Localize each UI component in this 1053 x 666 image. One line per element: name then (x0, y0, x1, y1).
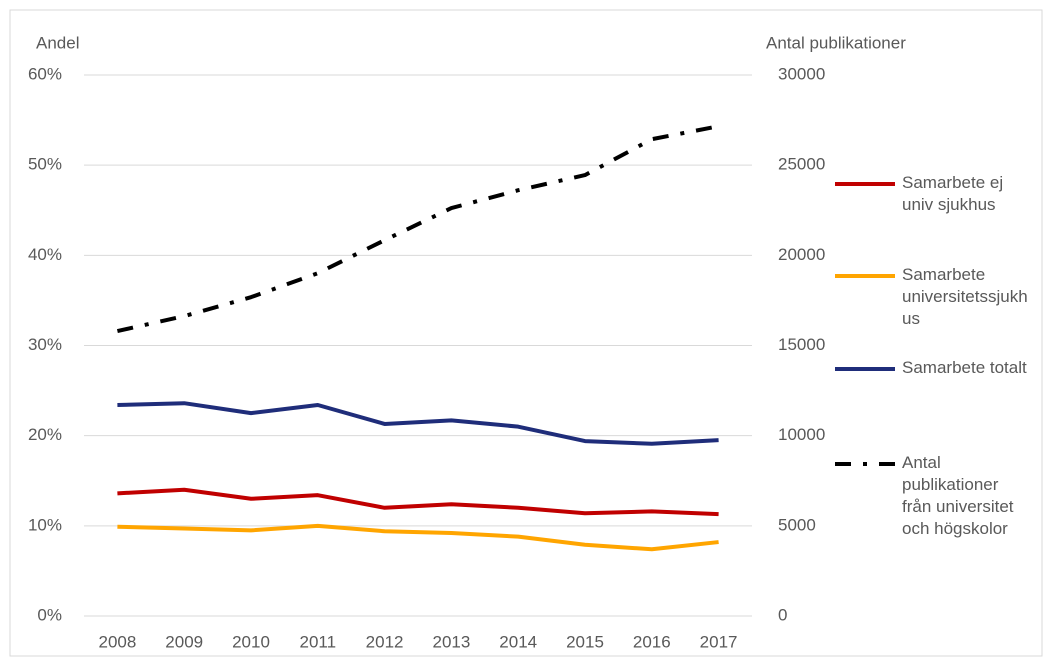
legend-label: Antal publikationer från universitet och… (902, 453, 1014, 538)
x-tick-label: 2012 (366, 632, 404, 651)
x-tick-label: 2009 (165, 632, 203, 651)
x-tick-label: 2017 (700, 632, 738, 651)
legend-label: Samarbete totalt (902, 358, 1027, 377)
y2-tick-label: 20000 (778, 245, 825, 264)
y-tick-label: 20% (28, 425, 62, 444)
x-tick-label: 2010 (232, 632, 270, 651)
y-tick-label: 50% (28, 155, 62, 174)
legend-swatch (835, 274, 895, 278)
y2-tick-label: 30000 (778, 64, 825, 83)
legend-swatch (835, 367, 895, 371)
y2-tick-label: 25000 (778, 155, 825, 174)
series-line (117, 523, 719, 552)
chart-border (9, 9, 1043, 657)
y2-tick-label: 5000 (778, 515, 816, 534)
y2-tick-label: 10000 (778, 425, 825, 444)
y2-tick-label: 15000 (778, 335, 825, 354)
y-tick-label: 30% (28, 335, 62, 354)
y2-axis-title: Antal publikationer (766, 33, 906, 52)
x-tick-label: 2015 (566, 632, 604, 651)
legend-swatch (835, 462, 895, 466)
x-tick-label: 2016 (633, 632, 671, 651)
y-axis-title: Andel (36, 33, 79, 52)
x-tick-label: 2014 (499, 632, 537, 651)
x-tick-label: 2011 (300, 632, 337, 651)
legend-label: Samarbete ej univ sjukhus (902, 173, 1004, 214)
legend-label: Samarbete universitetssjukhus (902, 265, 1028, 328)
y-tick-label: 40% (28, 245, 62, 264)
legend-swatch (835, 182, 895, 186)
y-tick-label: 10% (28, 515, 62, 534)
x-tick-label: 2008 (98, 632, 136, 651)
series-line (117, 487, 719, 517)
x-tick-label: 2013 (432, 632, 470, 651)
y2-tick-label: 0 (778, 605, 787, 624)
y-tick-label: 0% (37, 605, 62, 624)
y-tick-label: 60% (28, 64, 62, 83)
series-line (116, 124, 719, 334)
series-line (117, 401, 719, 446)
